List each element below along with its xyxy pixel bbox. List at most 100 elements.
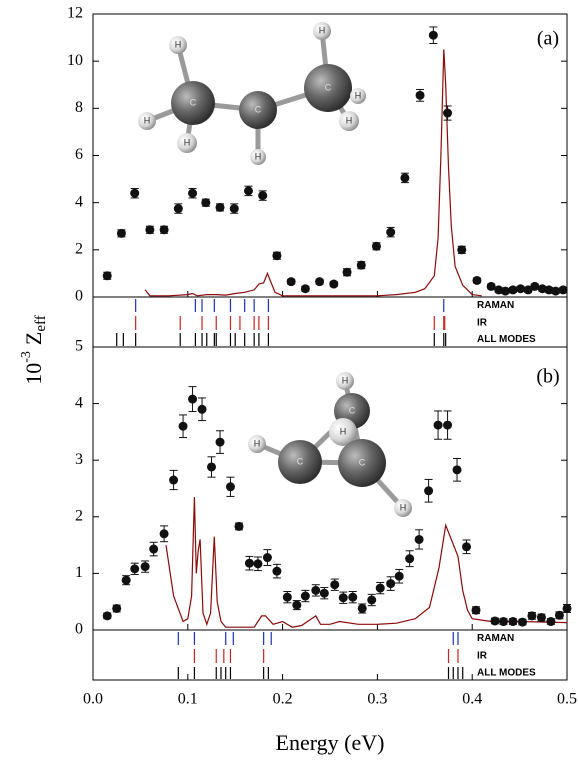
data-point (523, 285, 533, 295)
data-point (149, 544, 159, 554)
data-point (462, 542, 472, 552)
mode-label: ALL MODES (477, 668, 536, 679)
data-point (443, 420, 453, 430)
data-point (452, 465, 462, 475)
data-point (562, 603, 572, 613)
x-tick-label: 0.3 (367, 691, 387, 708)
atom (336, 372, 354, 390)
data-point (173, 204, 183, 214)
data-point (215, 202, 225, 212)
data-point (102, 611, 112, 621)
data-point (272, 251, 282, 261)
x-tick-label: 0.0 (83, 691, 103, 708)
data-point (527, 611, 537, 621)
mode-label: IR (477, 318, 488, 329)
y-tick-label: 4 (75, 193, 83, 210)
atom (338, 439, 386, 487)
atom (394, 499, 412, 517)
data-point (472, 275, 482, 285)
atom-label: C (325, 82, 332, 92)
data-point (300, 591, 310, 601)
data-point (178, 421, 188, 431)
atom (350, 88, 366, 104)
data-point (188, 394, 198, 404)
data-point (159, 529, 169, 539)
data-point (282, 592, 292, 602)
data-point (516, 284, 526, 294)
data-point (169, 475, 179, 485)
panel-label: (a) (537, 28, 559, 50)
data-point (253, 559, 263, 569)
data-point (356, 260, 366, 270)
x-tick-label: 0.4 (462, 691, 482, 708)
data-point (554, 610, 564, 620)
atom-label: C (359, 457, 366, 467)
data-point (498, 617, 508, 627)
data-point (471, 605, 481, 615)
data-point (537, 284, 547, 294)
data-point (530, 281, 540, 291)
data-point (330, 580, 340, 590)
atom-label: C (349, 405, 356, 415)
atom-label: H (340, 426, 347, 436)
data-point (102, 271, 112, 281)
panel-label: (b) (536, 366, 559, 388)
data-point (159, 225, 169, 235)
x-tick-label: 0.2 (273, 691, 293, 708)
data-point (486, 281, 496, 291)
data-point (342, 267, 352, 277)
atom (169, 36, 187, 54)
atom-label: C (297, 456, 304, 466)
data-point (348, 592, 358, 602)
atom (250, 149, 266, 165)
y-tick-label: 12 (67, 5, 83, 22)
x-tick-label: 0.1 (178, 691, 198, 708)
atom-label: C (190, 97, 197, 107)
data-point (508, 285, 518, 295)
data-point (225, 482, 235, 492)
data-point (357, 603, 367, 613)
y-label-exponent: -3 (19, 351, 34, 363)
y-tick-label: 0 (75, 621, 83, 638)
data-point (258, 191, 268, 201)
y-tick-label: 1 (75, 564, 83, 581)
atom (329, 418, 357, 446)
atom (339, 111, 359, 131)
data-point (112, 603, 122, 613)
atom-label: C (255, 104, 262, 114)
y-tick-label: 6 (75, 146, 83, 163)
data-point (424, 486, 434, 496)
data-point (116, 228, 126, 238)
data-point (140, 562, 150, 572)
data-point (536, 613, 546, 623)
data-point (558, 285, 568, 295)
data-point (544, 285, 554, 295)
atom (138, 112, 156, 130)
atom-label: H (346, 115, 353, 125)
atom-label: H (184, 137, 191, 147)
data-point (375, 583, 385, 593)
data-point (490, 616, 500, 626)
data-point (130, 564, 140, 574)
y-label-base: 10 (21, 363, 46, 385)
data-point (546, 617, 556, 627)
data-point (443, 108, 453, 118)
data-point (300, 284, 310, 294)
data-point (415, 90, 425, 100)
data-point (371, 241, 381, 251)
atom-label: H (355, 90, 362, 100)
data-point (292, 600, 302, 610)
atom (171, 81, 215, 125)
data-point (394, 571, 404, 581)
mode-label: RAMAN (477, 300, 514, 311)
y-tick-label: 0 (75, 288, 83, 305)
y-tick-label: 10 (67, 52, 83, 69)
data-point (262, 553, 272, 563)
mode-label: IR (477, 651, 488, 662)
data-point (286, 277, 296, 287)
data-point (386, 227, 396, 237)
data-point (400, 173, 410, 183)
data-point (551, 286, 561, 296)
data-point (517, 617, 527, 627)
y-tick-label: 8 (75, 99, 83, 116)
